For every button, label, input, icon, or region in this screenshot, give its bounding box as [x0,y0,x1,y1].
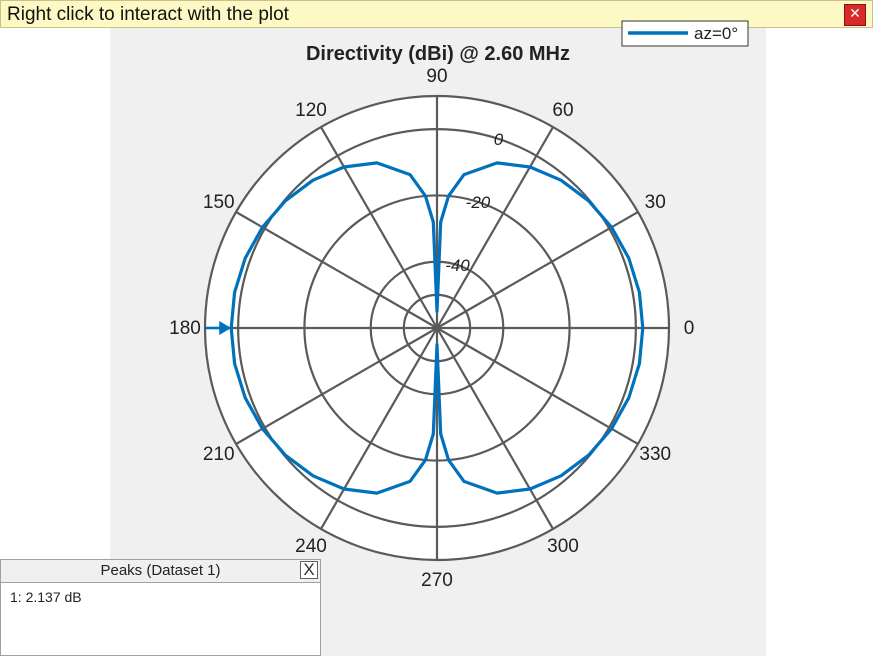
peak-marker [219,321,232,335]
angle-tick-label: 270 [421,570,453,591]
peaks-title: Peaks (Dataset 1) [100,562,221,579]
series-point [261,226,264,228]
angle-tick-label: 300 [547,536,579,557]
series-point [436,310,438,313]
series-point [234,363,236,365]
banner-text: Right click to interact with the plot [7,4,289,25]
close-icon[interactable]: X [300,561,318,579]
angle-tick-label: 330 [639,444,671,465]
series-point [424,459,427,461]
angle-tick-label: 90 [426,66,447,87]
series-point [284,200,287,202]
series-point [628,257,630,259]
angular-gridline [436,327,639,445]
series-point [529,488,531,490]
polar-grid [203,94,671,562]
series-point [409,480,411,483]
series-point [560,179,562,181]
angular-gridline [235,327,438,445]
series-point [440,221,442,223]
radial-tick-label: 0 [494,130,504,149]
angle-tick-label: 60 [552,100,573,121]
series-point [244,257,246,259]
interaction-hint-banner: Right click to interact with the plot ✕ [0,0,873,28]
peaks-panel: Peaks (Dataset 1) X 1: 2.137 dB [0,559,321,656]
series-point [496,162,498,164]
radial-tick-label: -40 [445,256,470,275]
angle-tick-label: 150 [203,192,235,213]
series-point [312,179,314,181]
angular-gridline [436,327,554,530]
series-point [447,195,450,197]
series-point [447,459,450,461]
angular-gridline [235,211,438,329]
chart-labels: 0 30 60 90 120 150 180 210 240 270 300 330 0 -20 -40 [169,66,694,591]
series-point [436,343,438,346]
series-point [244,397,246,399]
series-point [343,488,345,490]
peak-entry: 1: 2.137 dB [10,589,82,605]
series-point [284,454,287,456]
series-point [628,397,630,399]
series-point [234,291,236,293]
series-point [638,291,640,293]
series-point [432,221,434,223]
series-point [343,166,345,168]
series-point [463,173,465,176]
angle-tick-label: 240 [295,536,327,557]
series-point [610,226,613,228]
angle-tick-label: 210 [203,444,235,465]
angle-tick-label: 30 [645,192,666,213]
peaks-header: Peaks (Dataset 1) X [1,560,320,583]
close-icon[interactable]: ✕ [844,4,866,26]
series-point [560,475,562,477]
series-point [638,363,640,365]
series-point [261,428,264,430]
legend-label: az=0° [694,24,738,43]
series-point [642,327,644,329]
series-point [587,454,590,456]
series-point [432,433,434,435]
peaks-list: 1: 2.137 dB [1,583,320,611]
angle-tick-label: 120 [295,100,327,121]
angle-tick-label: 180 [169,318,201,339]
series-point [312,475,314,477]
series-point [376,492,378,494]
chart-title: Directivity (dBi) @ 2.60 MHz [306,43,570,65]
series-point [440,433,442,435]
series-point [529,166,531,168]
radial-tick-label: -20 [466,193,491,212]
series-point [610,428,613,430]
series-point [424,195,427,197]
angular-gridline [436,211,639,329]
series-layer [205,161,645,495]
legend: az=0° [621,20,749,47]
angular-gridline [320,126,438,329]
series-point [463,480,465,483]
angle-tick-label: 0 [684,318,695,339]
angular-gridline [436,126,554,329]
series-point [376,162,378,164]
series-point [587,200,590,202]
series-point [409,173,411,176]
series-point [496,492,498,494]
angular-gridline [320,327,438,530]
